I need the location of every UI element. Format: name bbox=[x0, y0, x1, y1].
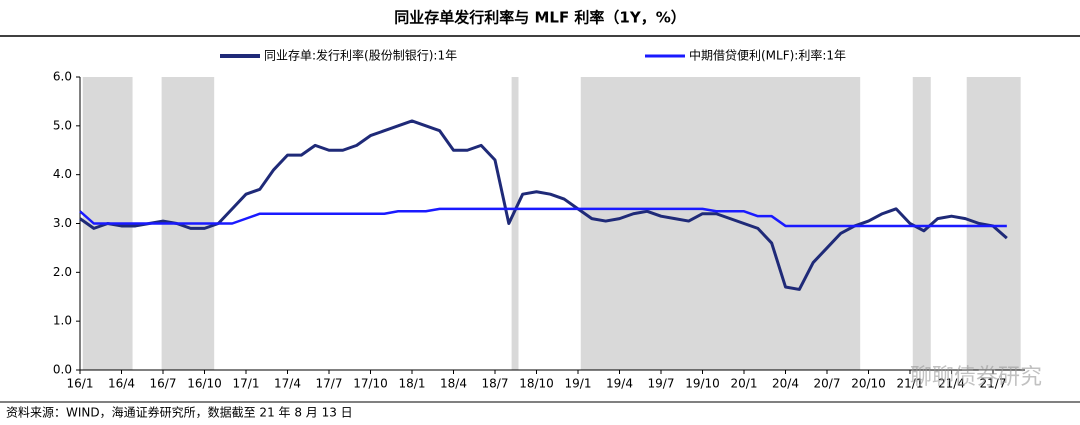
y-tick-label: 1.0 bbox=[53, 314, 72, 328]
source: 资料来源：WIND，海通证券研究所，数据截至 21 年 8 月 13 日 bbox=[6, 405, 353, 420]
legend-label: 中期借贷便利(MLF):利率:1年 bbox=[689, 48, 846, 63]
series-line bbox=[79, 119, 1008, 291]
x-tick-label: 17/7 bbox=[316, 377, 343, 391]
y-tick-label: 5.0 bbox=[53, 118, 72, 132]
x-tick-label: 18/10 bbox=[519, 377, 554, 391]
x-tick-label: 20/7 bbox=[814, 377, 841, 391]
x-tick-label: 19/10 bbox=[685, 377, 720, 391]
y-tick-label: 3.0 bbox=[53, 216, 72, 230]
y-tick-label: 2.0 bbox=[53, 265, 72, 279]
chart-title: 同业存单发行利率与 MLF 利率（1Y，%） bbox=[394, 9, 686, 27]
x-tick-label: 16/1 bbox=[67, 377, 94, 391]
x-tick-label: 21/4 bbox=[938, 377, 965, 391]
legend-label: 同业存单:发行利率(股份制银行):1年 bbox=[264, 48, 457, 63]
shaded-period bbox=[580, 77, 861, 370]
x-tick-label: 17/10 bbox=[353, 377, 388, 391]
x-tick-label: 18/7 bbox=[482, 377, 509, 391]
x-tick-label: 18/4 bbox=[440, 377, 467, 391]
x-tick-label: 19/1 bbox=[565, 377, 592, 391]
y-tick-label: 0.0 bbox=[53, 363, 72, 377]
x-tick-label: 17/4 bbox=[274, 377, 301, 391]
shaded-period bbox=[511, 77, 519, 370]
x-tick-label: 19/4 bbox=[606, 377, 633, 391]
x-tick-label: 20/4 bbox=[772, 377, 799, 391]
x-tick-label: 16/7 bbox=[150, 377, 177, 391]
x-tick-label: 19/7 bbox=[648, 377, 675, 391]
x-tick-label: 20/1 bbox=[731, 377, 758, 391]
x-tick-label: 21/1 bbox=[897, 377, 924, 391]
shaded-period bbox=[912, 77, 931, 370]
x-tick-label: 21/7 bbox=[980, 377, 1007, 391]
x-tick-label: 16/4 bbox=[108, 377, 135, 391]
series-line bbox=[79, 207, 1007, 228]
x-tick-label: 16/10 bbox=[187, 377, 222, 391]
x-tick-label: 17/1 bbox=[233, 377, 260, 391]
y-tick-label: 6.0 bbox=[53, 70, 72, 84]
x-tick-label: 20/10 bbox=[851, 377, 886, 391]
y-tick-label: 4.0 bbox=[53, 167, 72, 181]
watermark: 聊聊债券研究 bbox=[910, 365, 1042, 390]
x-tick-label: 18/1 bbox=[399, 377, 426, 391]
